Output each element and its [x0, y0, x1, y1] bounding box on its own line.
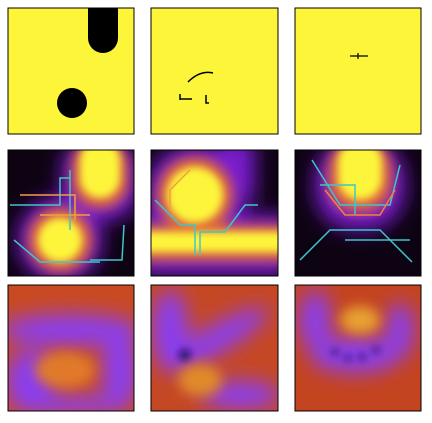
panel-frame	[294, 7, 422, 135]
panel-frames	[7, 7, 422, 412]
panel-frame	[7, 7, 135, 135]
mask-panel	[57, 8, 368, 118]
panel-frame	[150, 149, 279, 277]
panel-background	[295, 8, 421, 134]
panel-frame	[7, 149, 135, 277]
panel-background	[151, 8, 278, 134]
panel-frame	[150, 7, 279, 135]
noise-panel	[8, 314, 134, 411]
panel-frame	[7, 284, 135, 412]
noise-panel	[299, 290, 414, 373]
heat-panel	[151, 150, 278, 275]
panel-frame	[294, 284, 422, 412]
heat-panel	[10, 150, 134, 276]
panel-frame	[150, 284, 279, 412]
heat-panel	[299, 150, 413, 263]
panel-frame	[294, 149, 422, 277]
noise-panel	[152, 290, 278, 409]
